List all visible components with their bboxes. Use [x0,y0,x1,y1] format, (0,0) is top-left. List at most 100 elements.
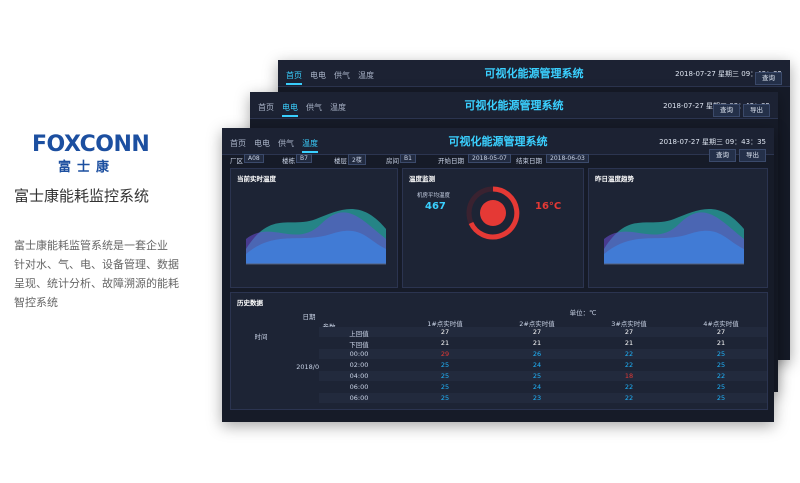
row-bg [319,393,767,403]
cell-value: 27 [624,328,634,336]
gauge-value: 467 [425,201,446,212]
description-line: 富士康能耗监管系统是一套企业 [14,239,168,252]
row-bg [319,349,767,359]
cell-value: 25 [440,361,450,369]
column-header: 3#点实时值 [611,320,647,328]
row-label: 下回值 [349,341,369,349]
alarm-icon [480,200,506,226]
cell-value: 21 [716,339,726,347]
tab[interactable]: 温度 [330,103,346,112]
brand-title: 富士康能耗监控系统 [14,187,150,205]
tab[interactable]: 首页 [286,70,302,85]
cell-value: 18 [624,372,634,380]
row-bg [319,382,767,392]
filter-label: 楼层 [334,157,347,165]
temperature: 16°C [535,201,562,212]
area [604,230,744,264]
panel: 历史数据单位：℃1#点实时值2#点实时值3#点实时值4#点实时值日期参数时间20… [230,292,768,410]
tab[interactable]: 电电 [254,139,270,148]
row-label: 04:00 [349,372,369,380]
cell-value: 25 [440,383,450,391]
row-label: 00:00 [349,350,369,358]
area-chart [604,209,744,265]
row-label: 06:00 [349,394,369,402]
logo: FOXCONN [32,132,150,157]
row-bg [319,360,767,370]
description-line: 针对水、气、电、设备管理、数据 [14,258,179,271]
cell-value: 22 [716,372,726,380]
button[interactable]: 查询 [755,72,782,85]
tab[interactable]: 温度 [302,138,318,153]
logo-sub: 富士康 [58,160,116,175]
screen-title: 可视化能源管理系统 [448,135,548,148]
cell-value: 24 [532,383,542,391]
cell-value: 22 [624,394,634,402]
cell-value: 22 [624,361,634,369]
filter-value[interactable]: A08 [244,154,264,163]
tab[interactable]: 电电 [310,71,326,80]
panel-title: 当前实时温度 [237,175,276,183]
date: 2018/05/28 [296,363,334,371]
filter-label: 开始日期 [438,157,464,165]
cell-value: 26 [532,350,542,358]
row-bg [319,371,767,381]
cell-value: 21 [624,339,634,347]
button[interactable]: 查询 [709,149,736,162]
tab[interactable]: 供气 [306,103,322,112]
header-bar: 首页电电供气温度 可视化能源管理系统 2018-07-27 星期三 09：43：35 [222,128,774,155]
tab[interactable]: 电电 [282,102,298,117]
row-bg [319,338,767,348]
row-label: 上回值 [349,330,369,338]
datetime: 2018-07-27 星期三 09：43：35 [659,138,766,146]
gauge-caption: 机房平均温度 [417,193,451,199]
tab[interactable]: 供气 [334,71,350,80]
description-line: 智控系统 [14,296,58,309]
row-label: 02:00 [349,361,369,369]
area [246,230,386,264]
cell-value: 25 [716,361,726,369]
tab[interactable]: 供气 [278,139,294,148]
cell-value: 22 [624,350,634,358]
cell-value: 21 [532,339,542,347]
button[interactable]: 导出 [739,149,766,162]
cell-value: 23 [532,394,542,402]
panel-title: 历史数据 [237,299,263,307]
tab[interactable]: 温度 [358,71,374,80]
cell-value: 25 [716,394,726,402]
filter-value[interactable]: B7 [296,154,312,163]
cell-value: 25 [716,383,726,391]
column-header: 1#点实时值 [427,320,463,328]
tab[interactable]: 首页 [230,139,246,148]
cell-value: 24 [532,361,542,369]
gauge [466,186,520,240]
screen-title: 可视化能源管理系统 [464,99,564,112]
cell-value: 22 [624,383,634,391]
button[interactable]: 导出 [743,104,770,117]
filter-label: 结束日期 [516,157,542,165]
filter-value[interactable]: 2018-05-07 [468,154,511,163]
cell-value: 25 [440,394,450,402]
row-label: 06:00 [349,383,369,391]
filter-value[interactable]: B1 [400,154,416,163]
filter-label: 房间 [386,157,399,165]
filter-value[interactable]: 2楼 [348,154,366,165]
cell-value: 27 [440,328,450,336]
column-header: 4#点实时值 [703,320,739,328]
row-bg [319,327,767,337]
tab[interactable]: 首页 [258,103,274,112]
panel: 温度监测 机房平均温度 467 16°C [402,168,584,288]
description-line: 呈现、统计分析、故障溯源的能耗 [14,277,179,290]
filter-value[interactable]: 2018-06-03 [546,154,589,163]
corner-label: 日期 [302,313,316,321]
cell-value: 27 [716,328,726,336]
cell-value: 21 [440,339,450,347]
screen: 首页电电供气温度 可视化能源管理系统 2018-07-27 星期三 09：43：35… [222,128,774,422]
gauge-arc [468,186,520,240]
unit: 单位：℃ [569,309,597,317]
panel: 当前实时温度 [230,168,398,288]
button[interactable]: 查询 [713,104,740,117]
cell-value: 27 [532,328,542,336]
area-chart [246,209,386,265]
